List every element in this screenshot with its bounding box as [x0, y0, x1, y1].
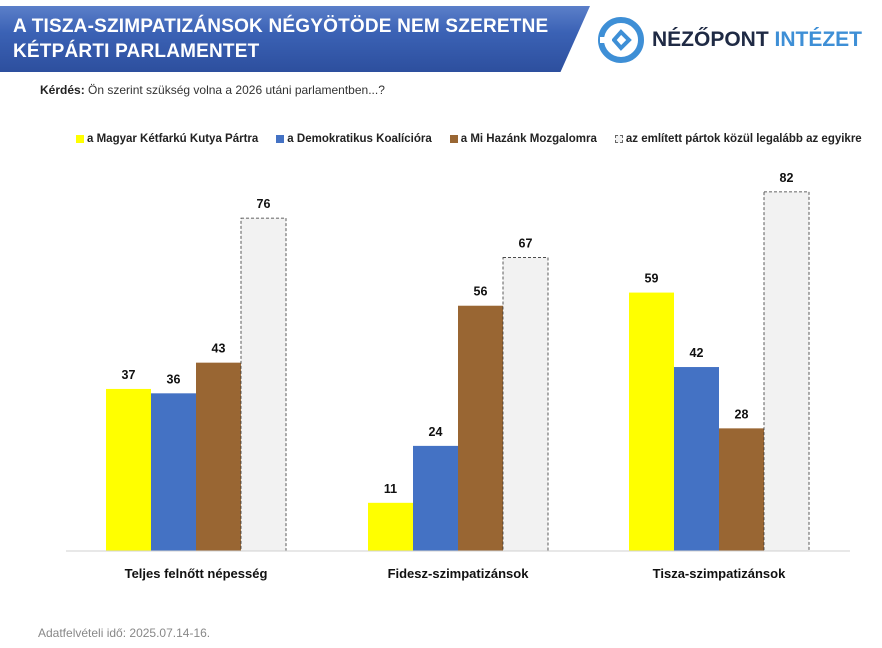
category-label: Fidesz-szimpatizánsok	[388, 566, 530, 581]
legend-label: a Demokratikus Koalícióra	[287, 133, 432, 145]
legend-label: a Mi Hazánk Mozgalomra	[460, 133, 597, 145]
question-text: Ön szerint szükség volna a 2026 utáni pa…	[88, 83, 385, 97]
bar	[151, 393, 196, 551]
data-label: 11	[384, 482, 397, 496]
legend-swatch	[449, 135, 458, 143]
bar	[196, 362, 241, 551]
logo-accent: INTÉZET	[774, 28, 863, 51]
data-label: 56	[474, 285, 488, 299]
category-label: Tisza-szimpatizánsok	[653, 566, 786, 581]
data-label: 59	[645, 272, 659, 286]
bar	[413, 445, 458, 551]
legend-item: az említett pártok közül legalább az egy…	[614, 133, 862, 145]
bar	[502, 257, 549, 552]
bar	[763, 191, 810, 552]
data-label: 43	[212, 342, 226, 356]
legend: a Magyar Kétfarkú Kutya Pártra a Demokrat…	[76, 133, 862, 145]
legend-swatch	[614, 135, 623, 143]
legend-swatch	[76, 135, 84, 143]
question: Kérdés: Ön szerint szükség volna a 2026 …	[40, 83, 385, 97]
page-title: A TISZA-SZIMPATIZÁNSOK NÉGYÖTÖDE NEM SZE…	[13, 16, 549, 62]
data-label: 28	[735, 407, 749, 421]
bar	[674, 367, 719, 551]
logo-main: NÉZŐPONT	[652, 28, 769, 51]
legend-swatch	[276, 135, 285, 143]
footer-date: Adatfelvételi idő: 2025.07.14-16.	[38, 626, 211, 640]
legend-item: a Magyar Kétfarkú Kutya Pártra	[76, 133, 258, 145]
bar	[719, 428, 764, 551]
data-label: 76	[257, 197, 271, 211]
data-label: 42	[690, 346, 704, 360]
bar	[106, 388, 151, 551]
question-label: Kérdés:	[40, 83, 85, 97]
legend-label: a Magyar Kétfarkú Kutya Pártra	[87, 133, 259, 145]
legend-item: a Demokratikus Koalícióra	[276, 133, 432, 145]
title-banner	[0, 6, 590, 72]
logo-icon	[598, 17, 644, 63]
bar	[368, 502, 413, 551]
bar	[458, 305, 503, 551]
legend-item: a Mi Hazánk Mozgalomra	[449, 133, 597, 145]
data-label: 82	[780, 171, 794, 185]
data-label: 36	[167, 372, 181, 386]
bar	[629, 292, 674, 551]
data-label: 67	[519, 237, 533, 251]
legend-label: az említett pártok közül legalább az egy…	[625, 133, 862, 145]
data-label: 37	[122, 368, 136, 382]
logo: NÉZŐPONT INTÉZET	[598, 17, 862, 63]
data-label: 24	[429, 425, 443, 439]
category-label: Teljes felnőtt népesség	[125, 566, 268, 581]
bar	[240, 217, 287, 552]
